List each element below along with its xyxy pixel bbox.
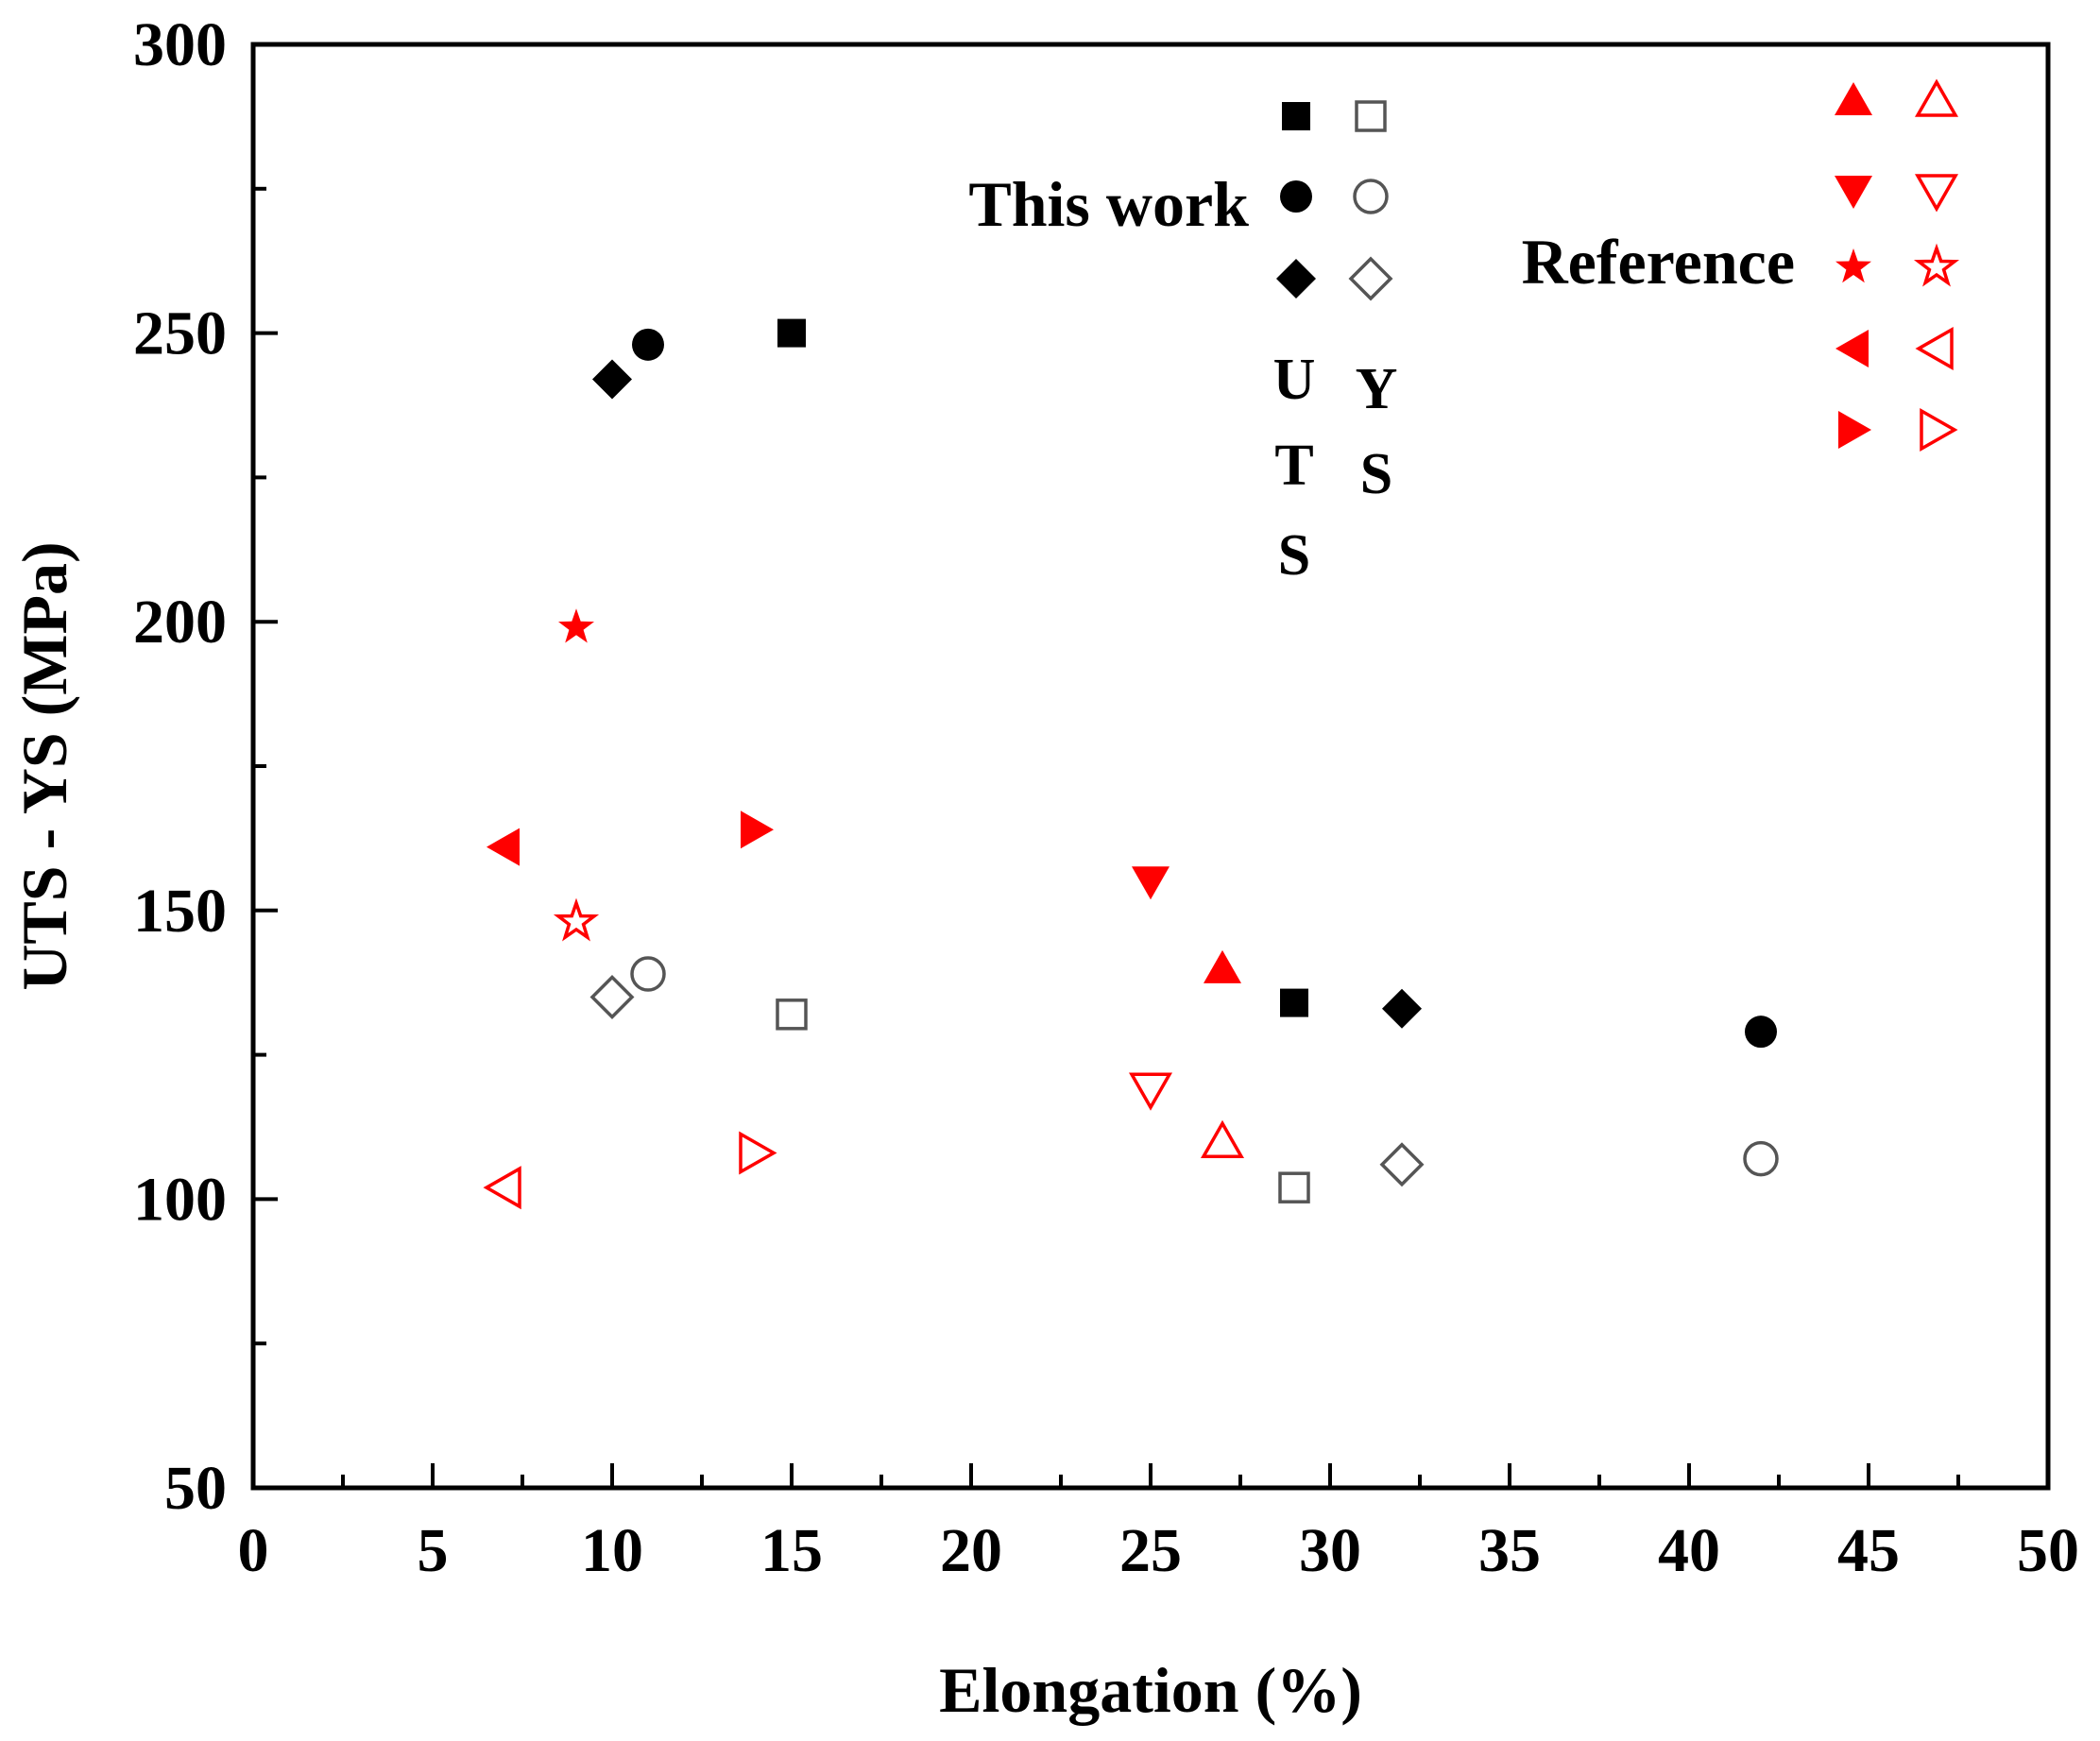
x-tick-label: 20 (940, 1516, 1002, 1585)
uts-point-circle (1745, 1016, 1777, 1049)
legend-uts-letter-3: S (1278, 523, 1310, 588)
legend-uts-triangle-down-icon (1835, 176, 1872, 209)
y-axis-title: UTS - YS (MPa) (9, 541, 80, 990)
legend-this-work-label: This work (968, 168, 1249, 240)
legend-ys-triangle-up-icon (1914, 78, 1959, 117)
legend-ys-square-icon (1355, 100, 1387, 132)
x-tick-label: 10 (581, 1516, 643, 1585)
ys-point-square (1278, 1171, 1310, 1203)
uts-point-triangle-down (1132, 866, 1170, 900)
legend-uts-triangle-right-icon (1838, 411, 1871, 449)
ys-point-circle (630, 956, 666, 992)
legend-ys-circle-icon (1353, 179, 1389, 214)
ys-point-diamond (589, 975, 635, 1019)
legend-ys-letter-1: Y (1356, 357, 1398, 421)
legend-ys-triangle-down-icon (1914, 174, 1959, 213)
axis-ticks (251, 43, 2050, 1490)
ys-point-triangle-down (1128, 1072, 1173, 1111)
x-tick-label: 15 (760, 1516, 823, 1585)
axis-tick-labels: 0 5 10 15 20 25 30 35 40 45 50 50 100 150 200 250 300 (133, 10, 2079, 1585)
legend-uts-triangle-left-icon (1835, 330, 1869, 367)
ys-point-diamond (1379, 1142, 1425, 1187)
legend-ys-triangle-left-icon (1915, 326, 1954, 371)
legend-reference-label: Reference (1522, 226, 1795, 298)
x-tick-label: 45 (1837, 1516, 1900, 1585)
x-tick-label: 35 (1478, 1516, 1541, 1585)
uts-point-diamond (592, 359, 632, 400)
legend-ys-star-icon (1913, 243, 1960, 287)
x-tick-label: 30 (1299, 1516, 1361, 1585)
x-tick-label: 40 (1658, 1516, 1720, 1585)
x-tick-label: 5 (418, 1516, 449, 1585)
legend-uts-letter-2: T (1274, 434, 1313, 498)
ys-point-circle (1743, 1140, 1779, 1177)
uts-point-triangle-left (487, 828, 520, 866)
y-tick-label: 50 (164, 1454, 227, 1523)
uts-point-square (777, 318, 806, 348)
uts-point-square (1280, 988, 1308, 1017)
uts-point-circle (632, 328, 664, 361)
legend: This work Reference U T S Y S (968, 78, 1960, 588)
legend-ys-diamond-icon (1348, 256, 1393, 301)
legend-uts-letter-1: U (1273, 348, 1316, 412)
ys-point-square (776, 999, 808, 1031)
legend-ys-triangle-right-icon (1920, 407, 1958, 452)
x-tick-label: 0 (238, 1516, 269, 1585)
uts-point-triangle-right (741, 811, 774, 849)
y-tick-label: 150 (133, 877, 227, 946)
ys-point-triangle-up (1200, 1119, 1245, 1159)
legend-uts-triangle-up-icon (1835, 82, 1872, 115)
uts-point-triangle-up (1204, 949, 1241, 983)
legend-uts-star-icon (1835, 248, 1871, 283)
y-tick-label: 100 (133, 1165, 227, 1234)
uts-point-star (558, 608, 594, 643)
uts-point-diamond (1382, 988, 1422, 1029)
ys-point-triangle-left (483, 1166, 521, 1210)
data-points (483, 318, 1779, 1210)
x-tick-label: 50 (2017, 1516, 2079, 1585)
legend-uts-circle-icon (1280, 180, 1312, 213)
legend-markers (1276, 78, 1960, 452)
x-axis-title: Elongation (%) (939, 1654, 1362, 1726)
legend-ys-letter-2: S (1360, 442, 1392, 506)
x-tick-label: 25 (1119, 1516, 1182, 1585)
ys-point-triangle-right (739, 1131, 777, 1175)
y-tick-label: 200 (133, 588, 227, 657)
y-tick-label: 250 (133, 299, 227, 368)
legend-uts-square-icon (1282, 102, 1310, 130)
legend-uts-diamond-icon (1276, 259, 1316, 299)
y-tick-label: 300 (133, 10, 227, 79)
ys-point-star (553, 897, 600, 942)
